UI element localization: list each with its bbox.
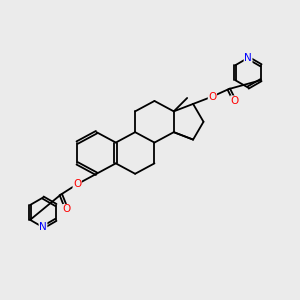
Text: N: N (244, 53, 252, 63)
Text: O: O (231, 96, 239, 106)
Text: O: O (63, 204, 71, 214)
Text: N: N (39, 222, 47, 232)
Text: O: O (208, 92, 217, 101)
Text: O: O (73, 179, 81, 189)
